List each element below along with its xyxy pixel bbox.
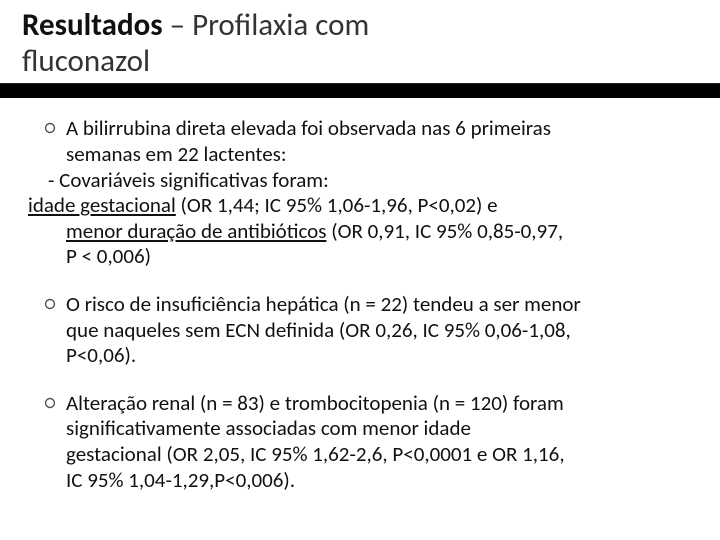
body: A bilirrubina direta elevada foi observa… — [0, 98, 720, 493]
black-bar — [0, 84, 720, 98]
title-light-1: Profilaxia com — [192, 6, 369, 44]
bullet-1-content: A bilirrubina direta elevada foi observa… — [66, 116, 692, 270]
b1-l6: P < 0,006) — [66, 243, 151, 269]
b3-t1: Alteração renal (n = 83) e trombocitopen… — [66, 390, 564, 416]
b1-l5b: (OR 0,91, IC 95% 0,85-0,97, — [326, 218, 563, 244]
b1-l5u: menor duração de antibióticos — [66, 218, 326, 244]
title-block: Resultados – Profilaxia com fluconazol — [0, 0, 720, 84]
b3-t2: significativamente associadas com menor … — [66, 415, 471, 441]
title-sep: – — [163, 6, 192, 44]
b1-l4b: (OR 1,44; IC 95% 1,06-1,96, P<0,02) e — [176, 192, 498, 218]
title-bold: Resultados — [22, 6, 163, 44]
bullet-2-content: O risco de insuficiência hepática (n = 2… — [66, 292, 692, 369]
b2-t2: que naqueles sem ECN definida (OR 0,26, … — [66, 317, 571, 343]
b3-t3: gestacional (OR 2,05, IC 95% 1,62-2,6, P… — [66, 441, 565, 467]
b2-t3: P<0,06). — [66, 342, 136, 368]
bullet-marker-icon — [44, 298, 66, 369]
b1-l1: A bilirrubina direta elevada foi observa… — [66, 115, 551, 141]
bullet-1: A bilirrubina direta elevada foi observa… — [28, 116, 692, 270]
bullet-marker-icon — [44, 397, 66, 493]
bullet-3-content: Alteração renal (n = 83) e trombocitopen… — [66, 391, 692, 493]
slide: Resultados – Profilaxia com fluconazol A… — [0, 0, 720, 540]
title-line-1: Resultados – Profilaxia com — [22, 8, 698, 44]
b1-l2: semanas em 22 lactentes: — [66, 141, 287, 167]
bullet-2: O risco de insuficiência hepática (n = 2… — [28, 292, 692, 369]
b3-t4: IC 95% 1,04-1,29,P<0,006). — [66, 467, 295, 493]
title-light-2: fluconazol — [22, 42, 150, 80]
b1-l3: - Covariáveis significativas foram: — [48, 168, 329, 194]
title-line-2: fluconazol — [22, 44, 698, 80]
b1-l4u: idade gestacional — [28, 192, 176, 218]
bullet-3: Alteração renal (n = 83) e trombocitopen… — [28, 391, 692, 493]
b2-t1: O risco de insuficiência hepática (n = 2… — [66, 291, 581, 317]
